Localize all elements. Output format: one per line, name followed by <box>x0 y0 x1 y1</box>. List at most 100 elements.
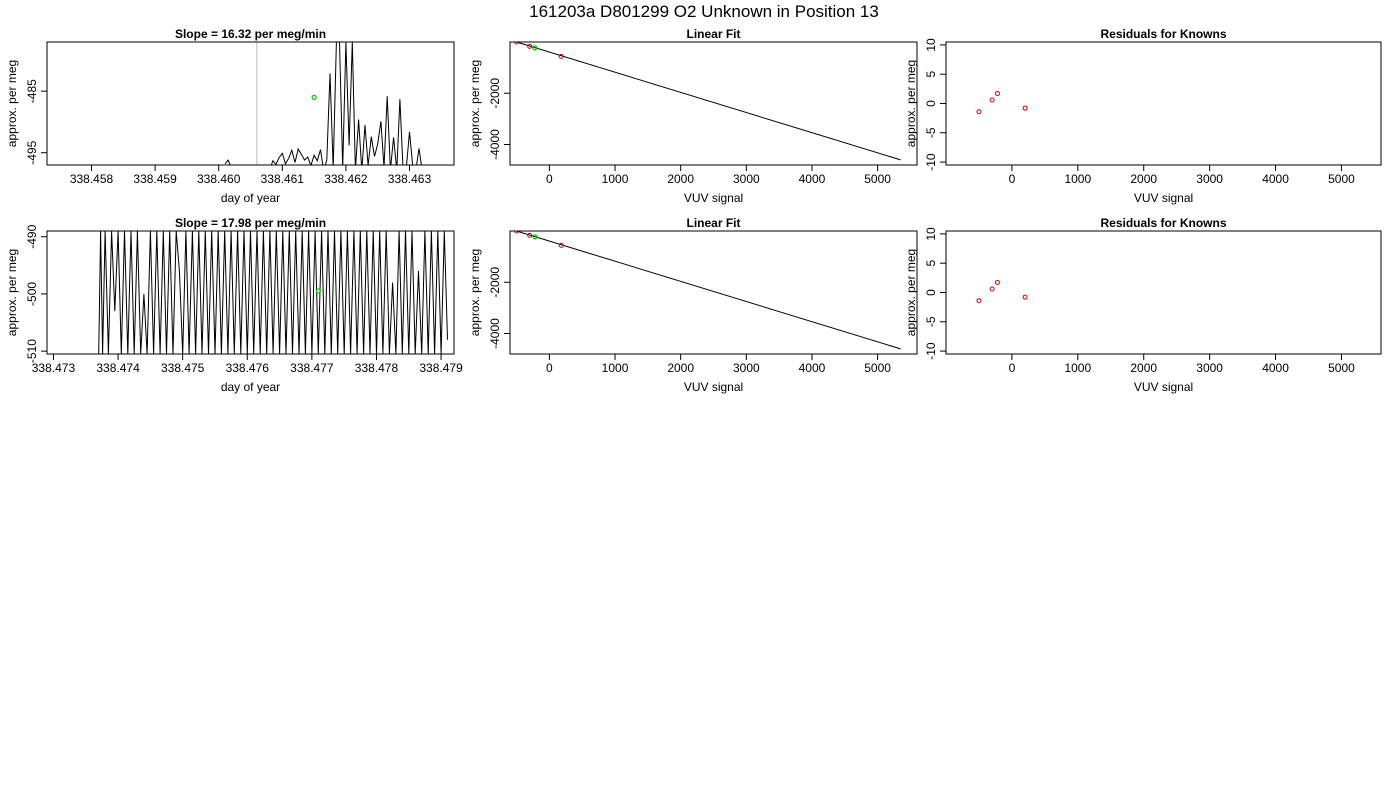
plot-area <box>514 42 901 161</box>
chart-title: Residuals for Knowns <box>1100 27 1226 41</box>
y-tick-label: -4000 <box>488 129 502 160</box>
y-axis-label: approx. per meg <box>5 60 19 147</box>
plot-frame <box>945 230 1382 355</box>
x-tick-label: 338.474 <box>96 361 140 375</box>
unknown-point <box>532 45 538 51</box>
x-tick-label: 1000 <box>602 172 629 186</box>
y-tick-label: 5 <box>924 71 938 78</box>
x-tick-label: 338.459 <box>133 172 177 186</box>
chart-panel-p23: Residuals for Knowns VUV signal approx. pe… <box>904 216 1382 394</box>
x-tick-label: 1000 <box>1064 172 1091 186</box>
x-tick-label: 3000 <box>733 361 760 375</box>
chart-panel-p12: Linear Fit VUV signal approx. per meg 0 1000… <box>468 27 918 205</box>
x-tick-label: 5000 <box>1328 361 1355 375</box>
x-tick-label: 2000 <box>1130 172 1157 186</box>
x-tick-label: 1000 <box>602 361 629 375</box>
y-tick-label: 0 <box>924 289 938 296</box>
x-tick-label: 338.475 <box>161 361 205 375</box>
x-tick-label: 338.476 <box>226 361 270 375</box>
chart-title: Slope = 17.98 per meg/min <box>175 216 326 230</box>
known-point <box>1022 105 1028 111</box>
known-point <box>976 298 982 304</box>
y-axis-label: approx. per meg <box>468 60 482 147</box>
chart-panel-p13: Residuals for Knowns VUV signal approx. pe… <box>904 27 1382 205</box>
plot-frame <box>46 41 455 166</box>
x-tick-label: 338.461 <box>261 172 305 186</box>
chart-panel-p22: Linear Fit VUV signal approx. per meg 0 1000… <box>468 216 918 394</box>
plot-frame <box>509 230 918 355</box>
x-tick-label: 3000 <box>1196 361 1223 375</box>
x-tick-label: 2000 <box>667 172 694 186</box>
y-axis-label: approx. per meg <box>468 249 482 336</box>
x-tick-label: 338.478 <box>355 361 399 375</box>
y-tick-label: -4000 <box>488 318 502 349</box>
plot-frame <box>509 41 918 166</box>
plot-area <box>976 91 1028 115</box>
known-point <box>976 109 982 115</box>
known-point <box>1022 294 1028 300</box>
x-tick-label: 338.462 <box>324 172 368 186</box>
x-tick-label: 1000 <box>1064 361 1091 375</box>
x-axis-label: VUV signal <box>1134 191 1193 205</box>
known-point <box>558 242 564 248</box>
chart-panel-p21: Slope = 17.98 per meg/min day of year appr… <box>5 216 463 394</box>
y-tick-label: -500 <box>25 282 39 306</box>
x-tick-label: 0 <box>1009 361 1016 375</box>
known-point <box>994 280 1000 286</box>
x-tick-label: 2000 <box>667 361 694 375</box>
known-point <box>514 231 520 234</box>
y-axis-label: approx. per meg <box>5 249 19 336</box>
x-tick-label: 4000 <box>1262 172 1289 186</box>
y-tick-label: 10 <box>924 38 938 52</box>
y-axis-label: approx. per meg <box>904 60 918 147</box>
y-axis-label: approx. per meg <box>904 249 918 336</box>
x-tick-label: 2000 <box>1130 361 1157 375</box>
x-tick-label: 338.479 <box>419 361 463 375</box>
y-tick-label: -490 <box>25 224 39 248</box>
plot-area <box>98 231 448 354</box>
y-tick-label: -485 <box>25 79 39 103</box>
y-tick-label: 10 <box>924 227 938 241</box>
x-tick-label: 338.458 <box>70 172 114 186</box>
unknown-point <box>532 234 538 240</box>
chart-title: Residuals for Knowns <box>1100 216 1226 230</box>
y-tick-label: -495 <box>25 140 39 164</box>
y-tick-label: -5 <box>924 316 938 327</box>
known-point <box>527 43 533 49</box>
x-tick-label: 338.477 <box>290 361 334 375</box>
plot-area <box>224 42 422 165</box>
known-point <box>527 232 533 238</box>
known-point <box>989 97 995 103</box>
chart-title: Slope = 16.32 per meg/min <box>175 27 326 41</box>
data-series-line <box>98 231 448 354</box>
x-axis-label: VUV signal <box>684 380 743 394</box>
y-tick-label: -2000 <box>488 267 502 298</box>
fit-line <box>516 231 901 350</box>
x-axis-label: day of year <box>221 380 280 394</box>
known-point <box>989 286 995 292</box>
page-title: 161203a D801299 O2 Unknown in Position 1… <box>529 2 879 21</box>
known-point <box>558 53 564 59</box>
chart-title: Linear Fit <box>686 216 740 230</box>
x-tick-label: 0 <box>546 361 553 375</box>
y-tick-label: 5 <box>924 260 938 267</box>
x-axis-label: VUV signal <box>684 191 743 205</box>
x-tick-label: 5000 <box>864 361 891 375</box>
x-axis-label: day of year <box>221 191 280 205</box>
unknown-point <box>315 288 321 294</box>
y-tick-label: -5 <box>924 127 938 138</box>
plot-area <box>514 231 901 350</box>
y-tick-label: -2000 <box>488 78 502 109</box>
x-tick-label: 338.473 <box>32 361 76 375</box>
known-point <box>514 42 520 45</box>
x-tick-label: 4000 <box>1262 361 1289 375</box>
unknown-point <box>311 94 317 100</box>
y-tick-label: 0 <box>924 100 938 107</box>
known-point <box>994 91 1000 97</box>
plot-area <box>976 280 1028 304</box>
y-tick-label: -10 <box>924 153 938 171</box>
chart-panel-p11: Slope = 16.32 per meg/min day of year appr… <box>5 27 455 205</box>
x-tick-label: 338.463 <box>388 172 432 186</box>
x-tick-label: 338.460 <box>197 172 241 186</box>
